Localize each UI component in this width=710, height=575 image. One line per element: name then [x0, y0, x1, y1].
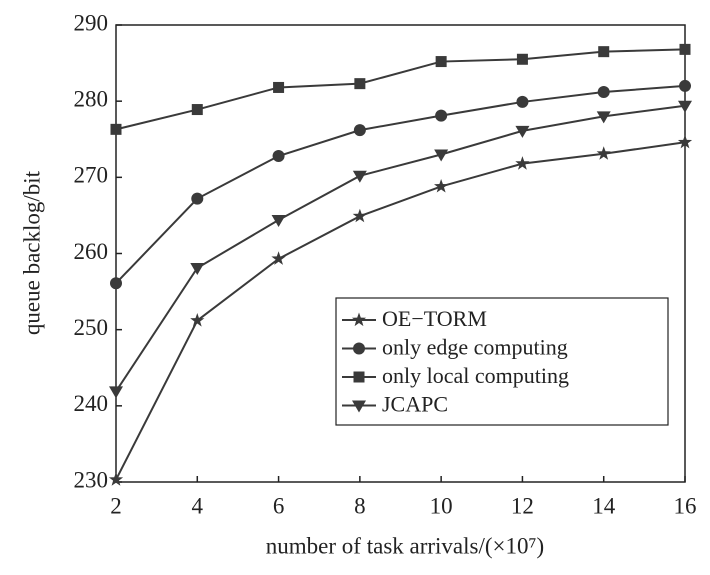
- marker: [678, 100, 692, 113]
- series-line: [115, 84, 686, 284]
- y-tick-label: 280: [74, 86, 109, 111]
- x-tick-label: 14: [592, 493, 616, 518]
- marker: [434, 149, 449, 162]
- legend: OE−TORM only edge computing only local com…: [335, 297, 669, 426]
- marker: [679, 43, 691, 55]
- marker: [677, 134, 693, 149]
- legend-label: JCAPC: [382, 392, 448, 417]
- marker: [273, 81, 285, 93]
- marker: [596, 146, 611, 160]
- marker: [272, 150, 285, 163]
- series-line: [115, 104, 686, 392]
- legend-box: [335, 297, 669, 426]
- x-tick-label: 2: [110, 493, 122, 518]
- legend-label: only edge computing: [382, 335, 568, 360]
- x-tick-label: 6: [273, 493, 285, 518]
- marker: [352, 400, 366, 413]
- y-tick-label: 260: [74, 239, 109, 264]
- marker: [351, 312, 367, 327]
- marker: [598, 46, 610, 58]
- marker: [596, 111, 611, 124]
- marker: [434, 179, 449, 193]
- marker: [191, 104, 203, 116]
- marker: [354, 78, 366, 90]
- y-tick-label: 240: [74, 391, 109, 416]
- y-tick-label: 290: [74, 10, 109, 35]
- marker: [516, 53, 528, 65]
- legend-label: OE−TORM: [382, 306, 487, 331]
- marker: [435, 56, 447, 68]
- marker: [110, 277, 122, 290]
- marker: [190, 262, 205, 275]
- marker: [352, 208, 367, 223]
- series-line: [115, 141, 686, 481]
- x-tick-label: 4: [192, 493, 204, 518]
- x-tick-label: 10: [430, 493, 453, 518]
- marker: [108, 472, 124, 486]
- marker: [516, 95, 529, 108]
- marker: [190, 313, 205, 327]
- marker: [271, 214, 286, 227]
- marker: [515, 125, 530, 138]
- x-axis-label: number of task arrivals/(×10⁷): [266, 533, 544, 558]
- x-tick-label: 16: [674, 493, 697, 518]
- marker: [353, 371, 365, 383]
- marker: [353, 342, 365, 355]
- marker: [191, 192, 204, 205]
- marker: [597, 86, 610, 99]
- marker: [353, 124, 366, 137]
- y-tick-label: 250: [74, 315, 109, 340]
- x-tick-label: 8: [354, 493, 366, 518]
- marker: [352, 170, 367, 183]
- marker: [679, 79, 691, 92]
- x-tick-label: 12: [511, 493, 534, 518]
- marker: [515, 156, 530, 170]
- series-line: [115, 48, 686, 131]
- y-axis-label: queue backlog/bit: [19, 170, 44, 335]
- y-tick-label: 270: [74, 163, 109, 188]
- legend-label: only local computing: [382, 363, 569, 388]
- y-tick-label: 230: [74, 467, 109, 492]
- marker: [109, 386, 123, 399]
- marker: [435, 109, 448, 122]
- marker: [271, 251, 286, 265]
- marker: [110, 123, 122, 135]
